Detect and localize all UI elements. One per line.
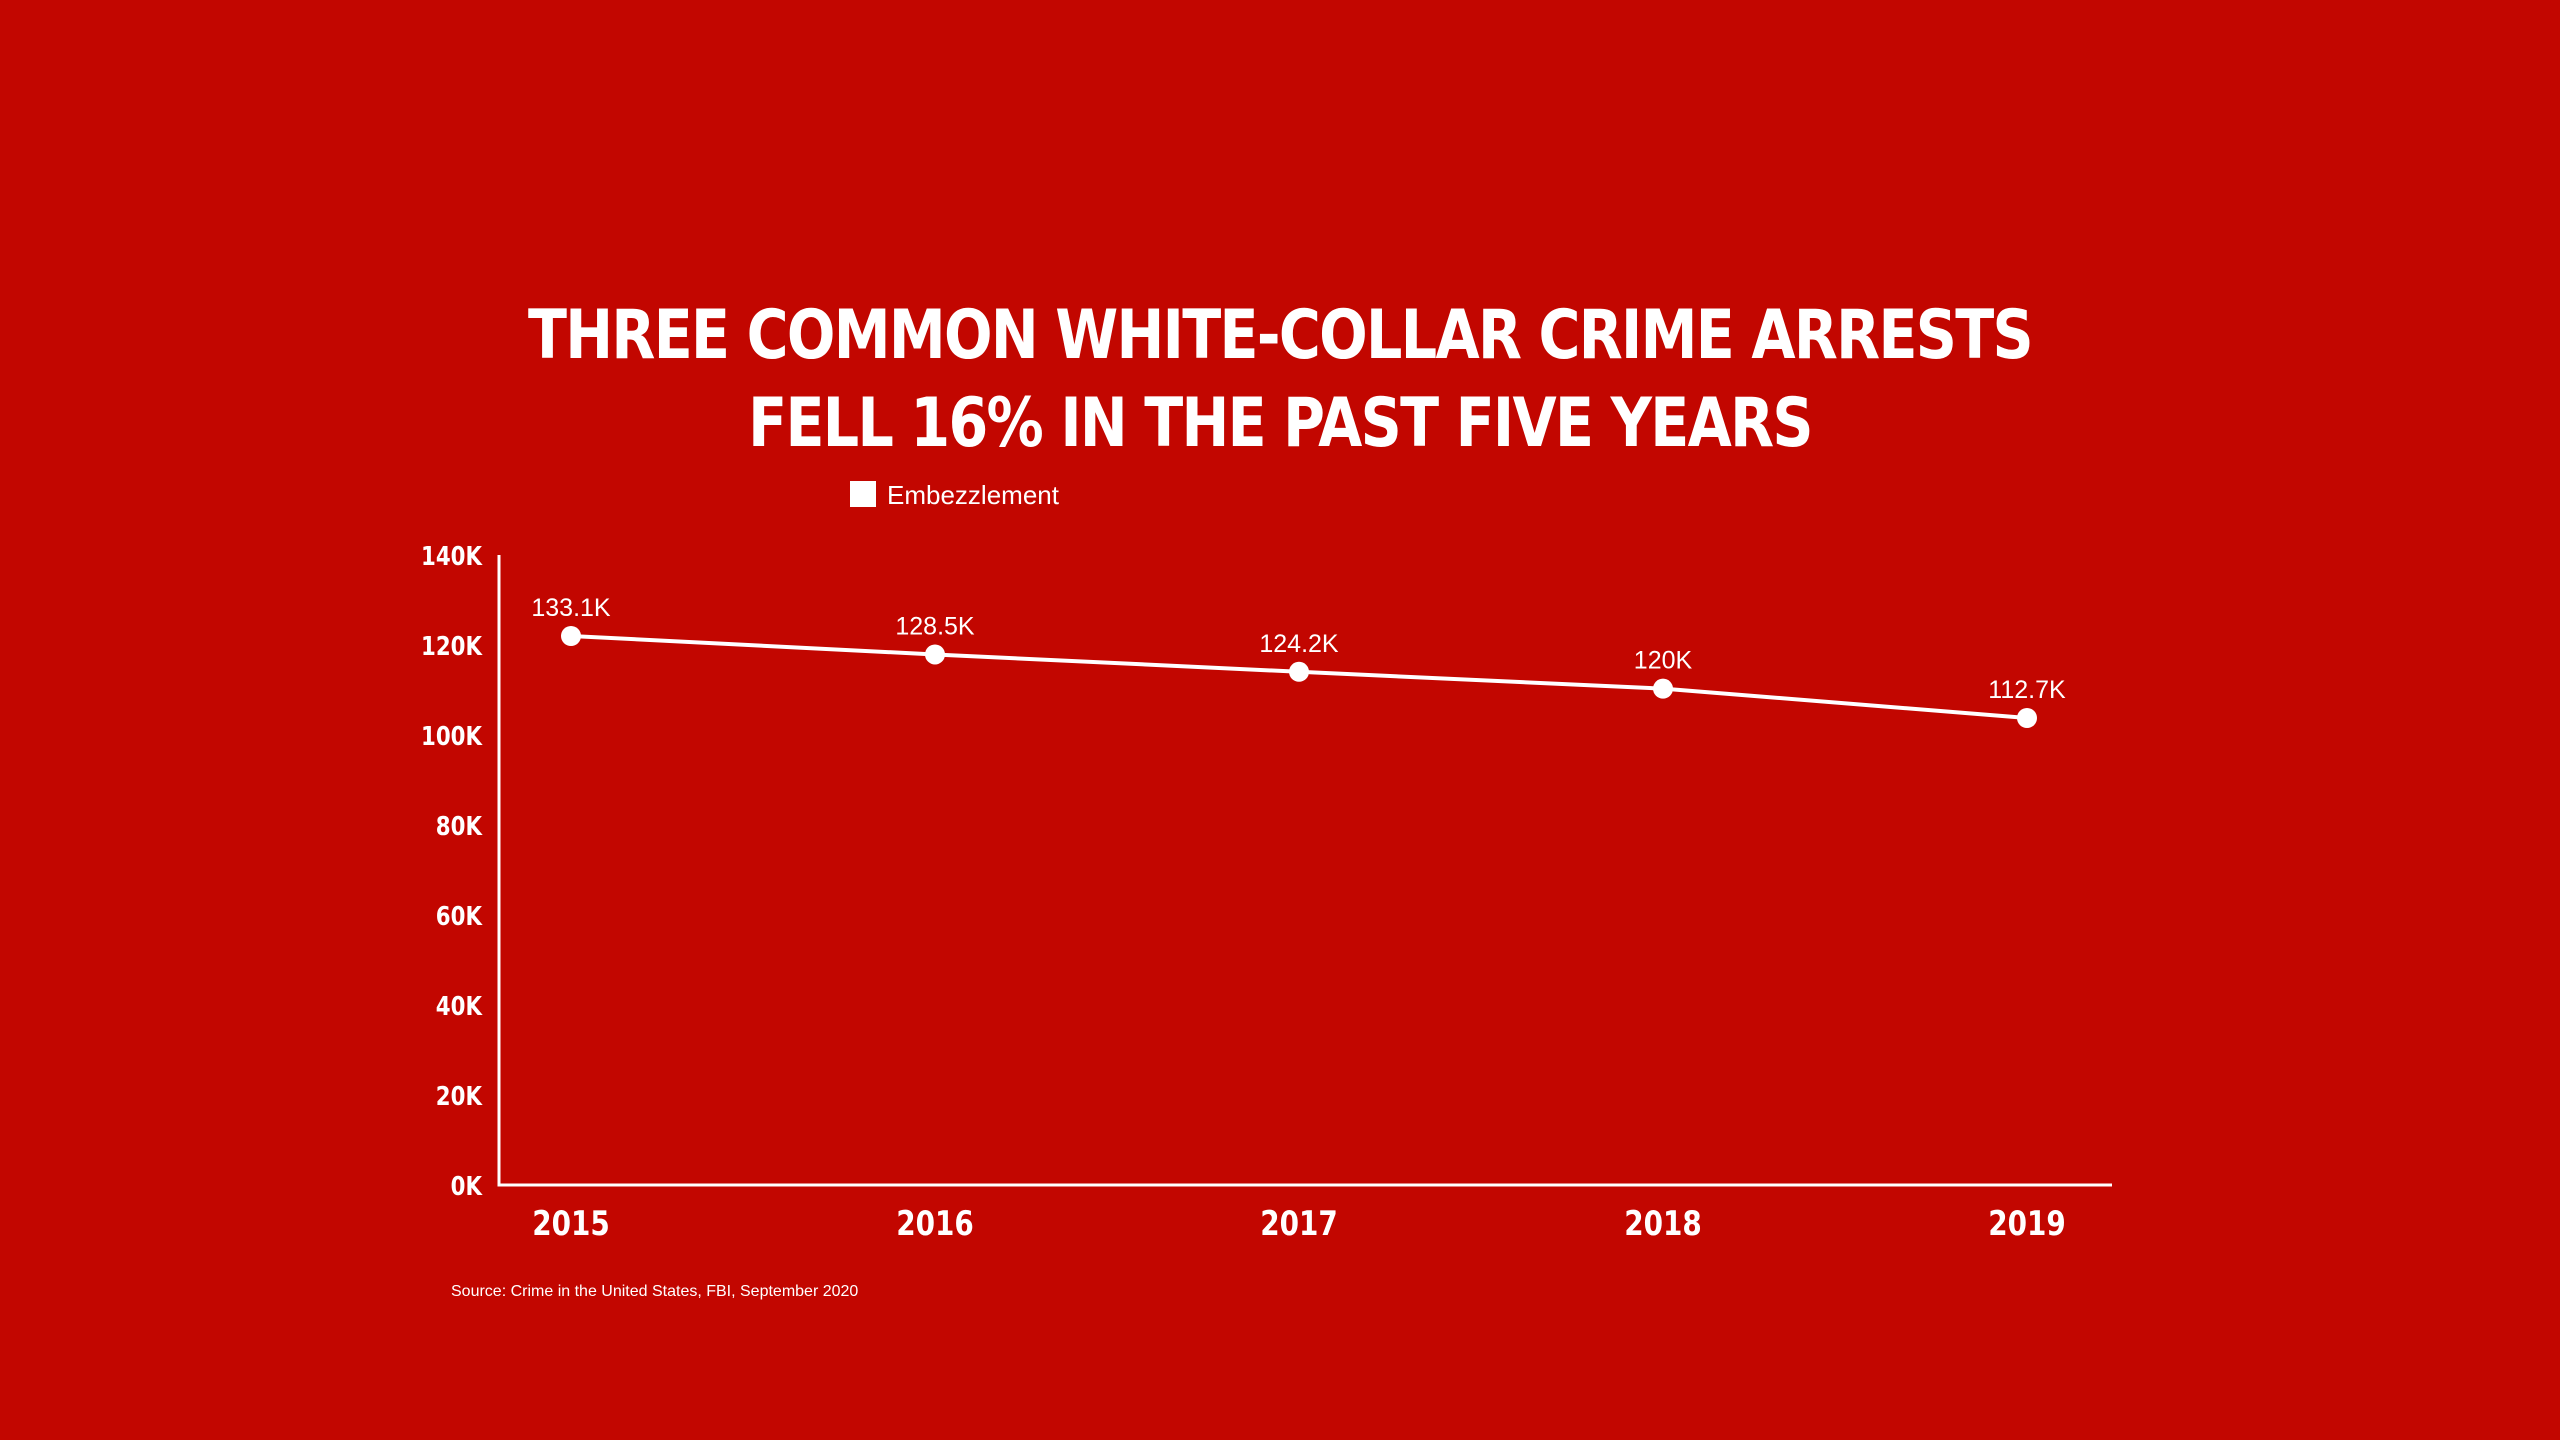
data-label: 124.2K — [1259, 630, 1339, 658]
source-note: Source: Crime in the United States, FBI,… — [451, 1283, 858, 1300]
x-tick-label: 2017 — [1260, 1204, 1338, 1243]
data-point — [1289, 661, 1309, 682]
y-tick-label: 80K — [436, 811, 484, 842]
data-point — [1653, 678, 1673, 699]
y-tick-label: 140K — [421, 541, 483, 572]
y-tick-label: 40K — [436, 991, 484, 1022]
x-axis-ticks: 2015 2016 2017 2018 2019 — [532, 1204, 2066, 1243]
y-axis-ticks: 0K 20K 40K 60K 80K 100K 120K 140K — [421, 541, 483, 1202]
data-label: 128.5K — [895, 612, 975, 640]
legend-label-embezzlement: Embezzlement — [887, 480, 1060, 510]
x-tick-label: 2019 — [1988, 1204, 2066, 1243]
data-label: 133.1K — [531, 594, 611, 622]
legend-swatch-embezzlement — [850, 481, 876, 507]
data-point — [925, 644, 945, 665]
legend: Embezzlement — [850, 480, 1060, 510]
chart-title-line-2: fell 16% in the past five years — [748, 384, 1813, 463]
data-point — [561, 626, 581, 646]
chart-title-line-1: Three common white-collar crime arrests — [527, 296, 2034, 375]
x-tick-label: 2016 — [896, 1204, 974, 1243]
x-tick-label: 2018 — [1624, 1204, 1702, 1243]
series-embezzlement: 133.1K 128.5K 124.2K 120K 112.7K — [531, 594, 2066, 728]
data-point — [2017, 708, 2037, 728]
data-label: 112.7K — [1988, 676, 2066, 704]
y-tick-label: 120K — [421, 631, 483, 662]
data-label: 120K — [1634, 647, 1693, 675]
y-tick-label: 20K — [436, 1081, 484, 1112]
axes — [497, 555, 2112, 1187]
y-tick-label: 60K — [436, 901, 484, 932]
x-tick-label: 2015 — [532, 1204, 610, 1243]
y-tick-label: 0K — [451, 1171, 484, 1202]
y-tick-label: 100K — [421, 721, 483, 752]
